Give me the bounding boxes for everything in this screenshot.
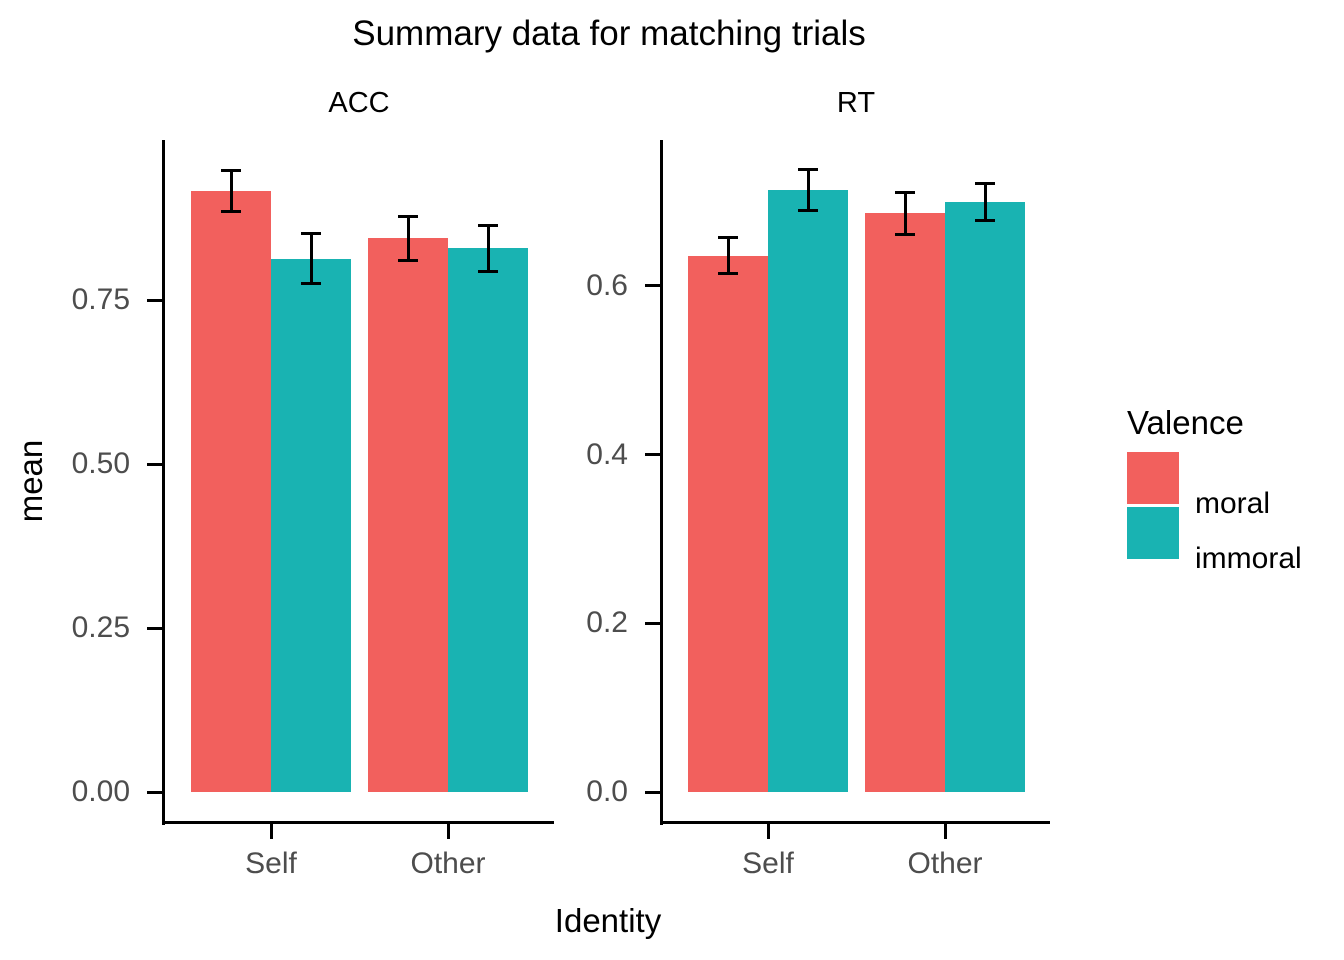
x-tick-label-acc-self: Self xyxy=(245,847,297,880)
errorbar-acc-immoral xyxy=(486,225,490,272)
legend-label-moral: moral xyxy=(1195,487,1271,520)
y-axis-line-acc xyxy=(162,140,165,825)
errorbar-cap-bottom-rt-immoral xyxy=(975,218,995,222)
errorbar-cap-bottom-acc-moral xyxy=(398,259,418,263)
y-tick-rt xyxy=(645,284,660,288)
y-tick-rt xyxy=(645,453,660,457)
legend-swatch-moral xyxy=(1127,452,1179,504)
y-tick-acc xyxy=(147,790,162,794)
errorbar-rt-moral xyxy=(726,237,730,274)
errorbar-cap-bottom-acc-moral xyxy=(221,209,241,213)
x-tick-rt xyxy=(766,824,770,839)
x-tick-acc xyxy=(446,824,450,839)
y-tick-label-rt: 0.0 xyxy=(586,775,628,808)
y-tick-label-acc: 0.00 xyxy=(71,775,130,808)
y-tick-rt xyxy=(645,790,660,794)
bar-rt-other-immoral xyxy=(945,201,1025,792)
facet-strip-label-acc: ACC xyxy=(328,87,390,119)
x-tick-rt xyxy=(943,824,947,839)
errorbar-acc-moral xyxy=(406,216,410,261)
errorbar-acc-moral xyxy=(229,170,233,212)
legend-swatch-immoral xyxy=(1127,507,1179,559)
bar-rt-other-moral xyxy=(865,213,945,792)
errorbar-cap-top-rt-immoral xyxy=(975,181,995,185)
bar-acc-other-moral xyxy=(368,238,448,792)
errorbar-cap-top-rt-immoral xyxy=(798,168,818,172)
errorbar-rt-moral xyxy=(903,192,907,235)
errorbar-cap-top-acc-immoral xyxy=(478,223,498,227)
bar-acc-other-immoral xyxy=(448,248,528,792)
bar-acc-self-immoral xyxy=(271,258,351,792)
errorbar-cap-bottom-acc-immoral xyxy=(478,269,498,273)
legend-label-immoral: immoral xyxy=(1195,542,1302,575)
y-tick-acc xyxy=(147,626,162,630)
x-tick-label-rt-self: Self xyxy=(742,847,794,880)
errorbar-cap-top-acc-moral xyxy=(221,169,241,173)
x-tick-label-acc-other: Other xyxy=(410,847,486,880)
errorbar-cap-bottom-rt-moral xyxy=(718,271,738,275)
errorbar-cap-bottom-acc-immoral xyxy=(301,282,321,286)
errorbar-cap-top-rt-moral xyxy=(718,236,738,240)
errorbar-cap-top-rt-moral xyxy=(895,190,915,194)
x-axis-line-rt xyxy=(660,821,1050,824)
bar-rt-self-moral xyxy=(688,255,768,792)
bar-acc-self-moral xyxy=(191,191,271,792)
legend-title: Valence xyxy=(1127,404,1244,441)
errorbar-rt-immoral xyxy=(806,169,810,210)
errorbar-cap-top-acc-immoral xyxy=(301,232,321,236)
y-tick-label-acc: 0.75 xyxy=(71,283,130,317)
errorbar-acc-immoral xyxy=(309,233,313,284)
y-axis-line-rt xyxy=(660,140,663,825)
x-axis-title: Identity xyxy=(554,902,662,939)
errorbar-rt-immoral xyxy=(983,183,987,221)
bar-rt-self-immoral xyxy=(768,189,848,792)
y-tick-label-rt: 0.4 xyxy=(586,437,628,471)
errorbar-cap-top-acc-moral xyxy=(398,214,418,218)
y-tick-acc xyxy=(147,462,162,466)
x-axis-line-acc xyxy=(162,821,554,824)
x-tick-label-rt-other: Other xyxy=(907,847,983,880)
y-tick-label-acc: 0.25 xyxy=(71,611,130,645)
facet-strip-label-rt: RT xyxy=(836,87,876,119)
y-tick-label-rt: 0.6 xyxy=(586,268,628,302)
x-tick-acc xyxy=(269,824,273,839)
y-tick-acc xyxy=(147,298,162,302)
y-tick-label-acc: 0.50 xyxy=(71,447,130,481)
y-tick-rt xyxy=(645,621,660,625)
errorbar-cap-bottom-rt-immoral xyxy=(798,208,818,212)
chart-title: Summary data for matching trials xyxy=(352,14,866,53)
y-tick-label-rt: 0.2 xyxy=(586,606,628,640)
errorbar-cap-bottom-rt-moral xyxy=(895,232,915,236)
